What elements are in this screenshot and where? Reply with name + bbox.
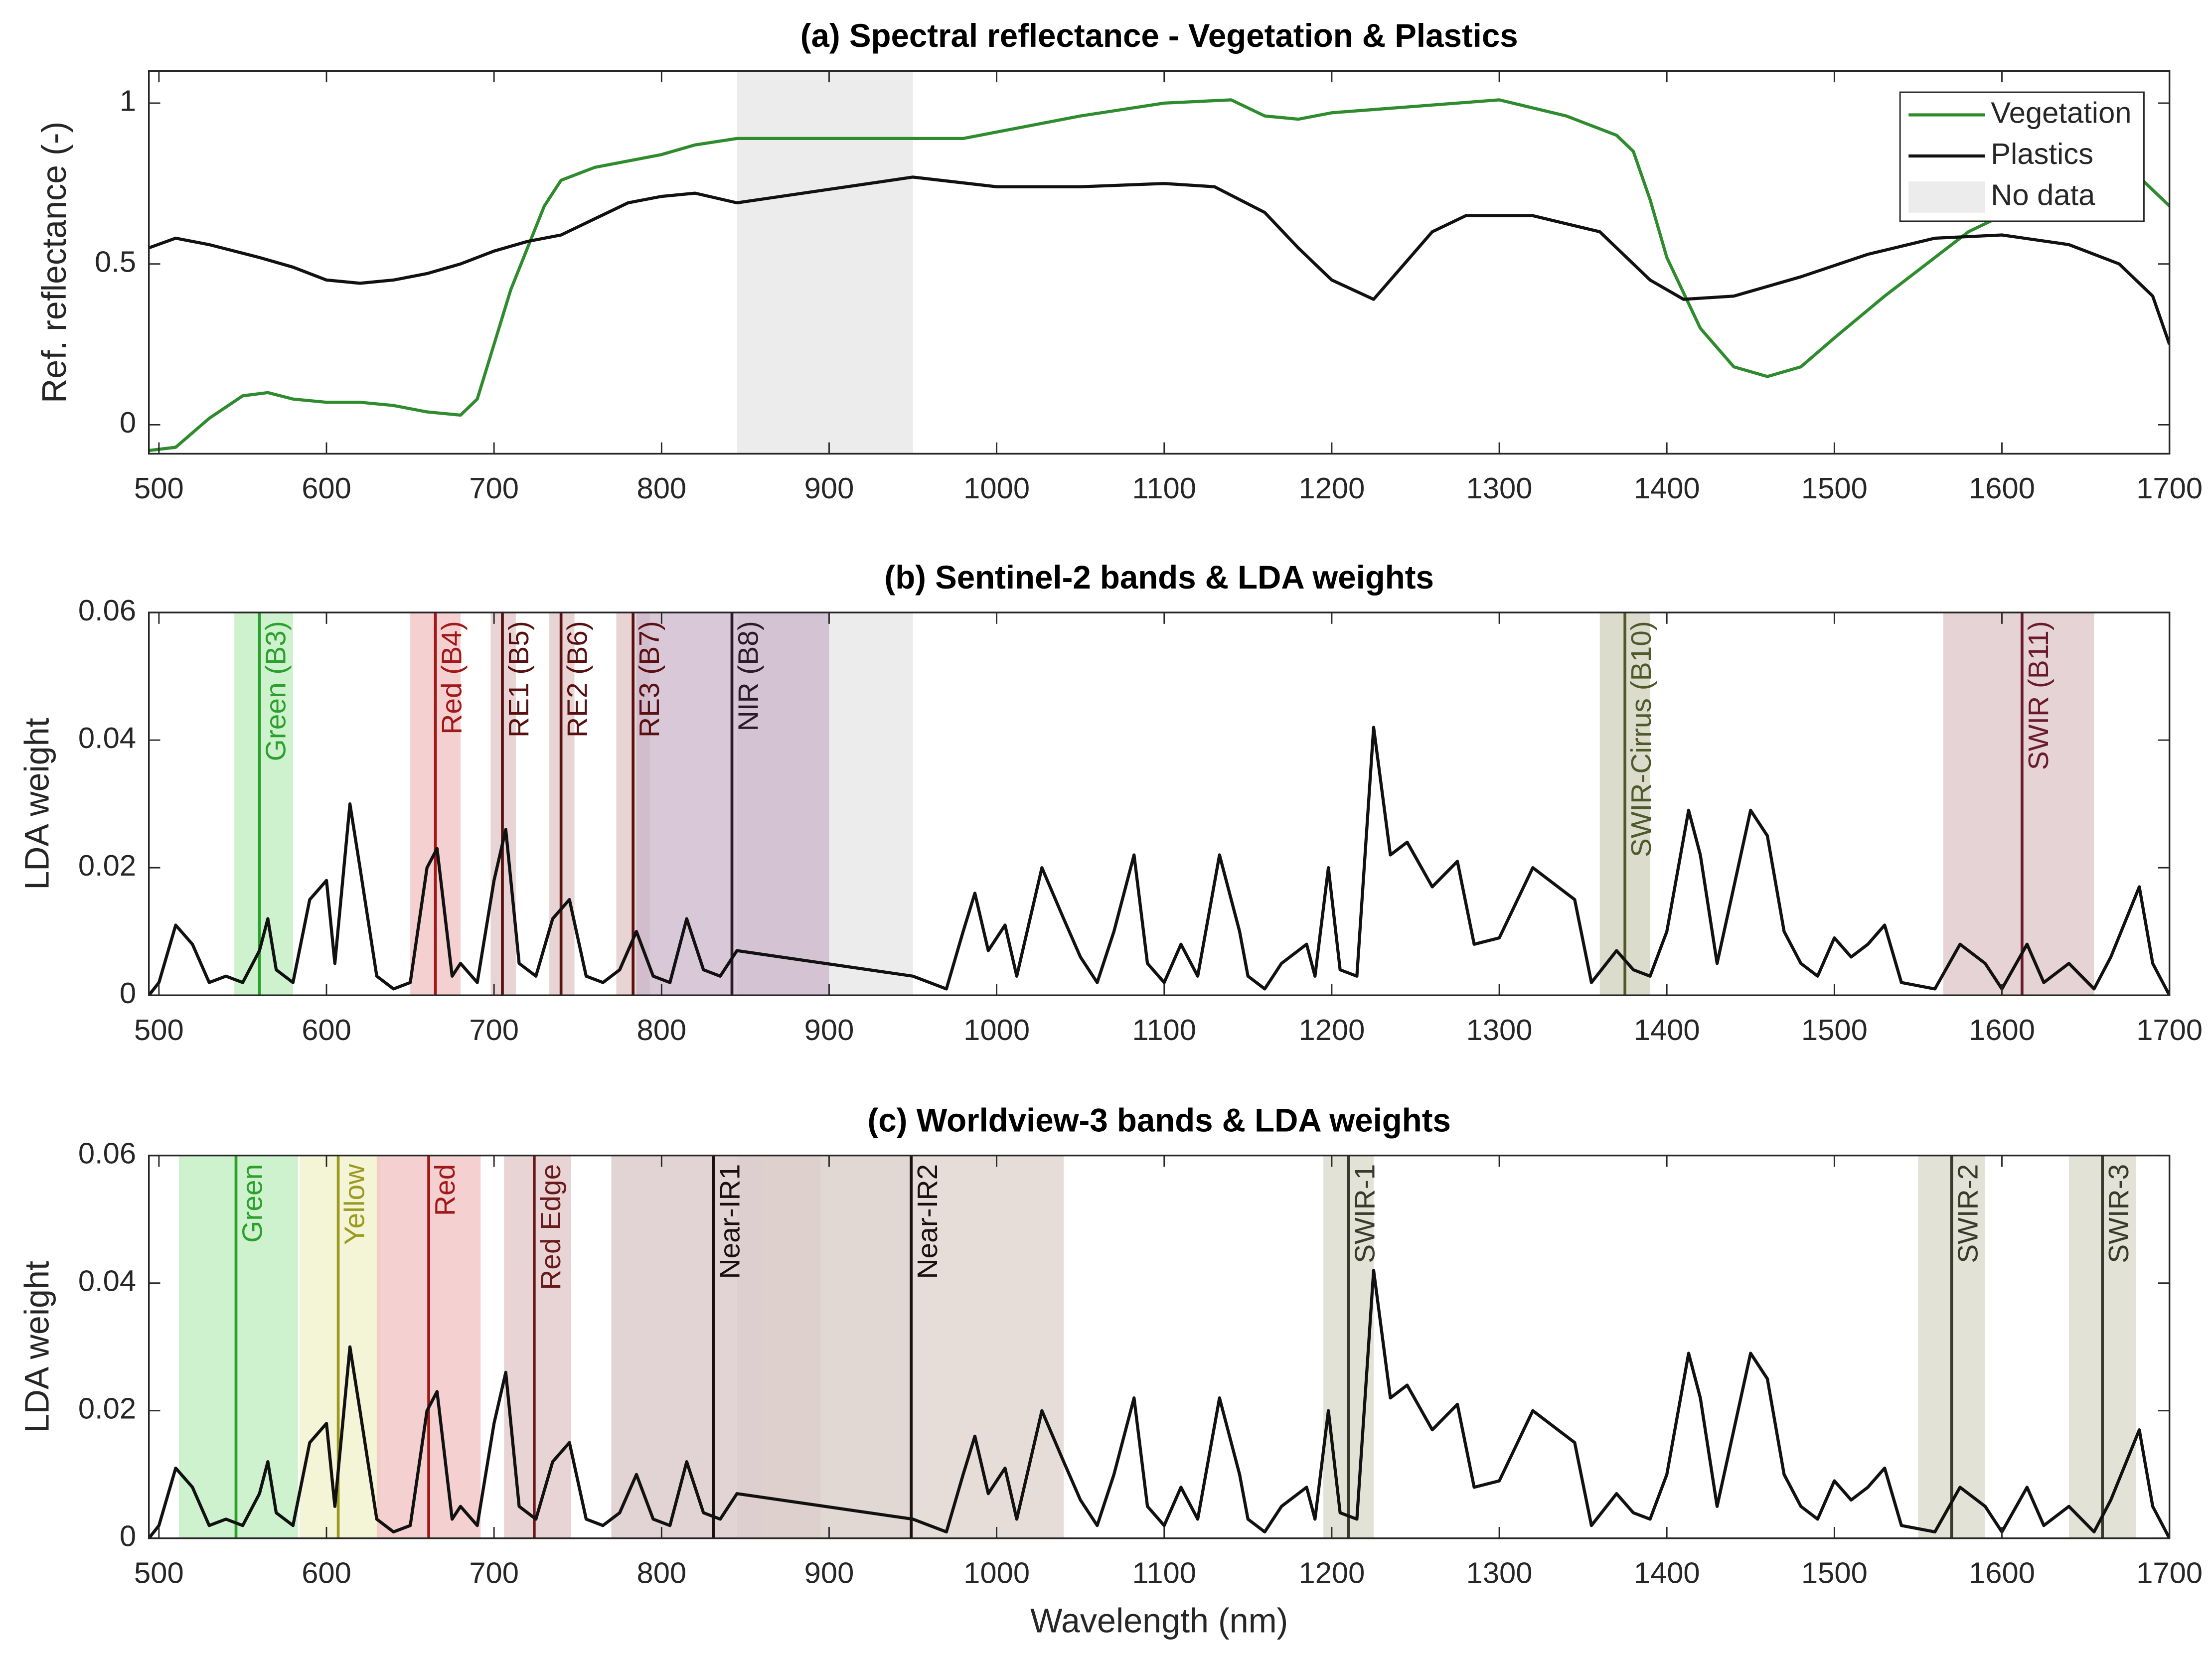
data-line xyxy=(149,1268,2170,1538)
chart-title: (a) Spectral reflectance - Vegetation & … xyxy=(800,17,1518,54)
band-label: RE1 (B5) xyxy=(503,621,535,738)
band-region xyxy=(762,1155,1064,1538)
x-tick-label: 1200 xyxy=(1298,471,1365,505)
y-tick-label: 0.02 xyxy=(78,849,136,882)
plot-area xyxy=(149,71,2170,454)
plot-area xyxy=(149,612,2170,996)
band-label: Red xyxy=(429,1164,461,1216)
legend-label: Vegetation xyxy=(1991,96,2131,129)
data-line xyxy=(149,726,2170,996)
band-region xyxy=(300,1155,380,1538)
y-tick-label: 0.06 xyxy=(78,1136,136,1170)
y-tick-label: 0 xyxy=(120,406,136,439)
x-tick-label: 700 xyxy=(469,1556,519,1590)
x-tick-label: 1300 xyxy=(1466,1556,1533,1590)
band-label: RE2 (B6) xyxy=(562,621,594,738)
x-tick-label: 1000 xyxy=(963,1556,1030,1590)
x-tick-label: 1700 xyxy=(2136,471,2203,505)
x-tick-label: 1500 xyxy=(1801,471,1868,505)
band-label: Near-IR1 xyxy=(714,1164,746,1279)
x-tick-label: 900 xyxy=(804,471,854,505)
x-tick-label: 600 xyxy=(302,1556,351,1590)
legend-label: No data xyxy=(1991,178,2095,211)
y-tick-label: 0.02 xyxy=(78,1392,136,1425)
band-label: Red Edge xyxy=(535,1164,567,1290)
x-tick-label: 500 xyxy=(134,1556,184,1590)
band-label: Red (B4) xyxy=(436,621,468,735)
x-tick-label: 800 xyxy=(636,1556,686,1590)
x-tick-label: 800 xyxy=(636,1013,686,1047)
x-tick-label: 700 xyxy=(469,471,519,505)
axes-box xyxy=(148,611,2171,996)
band-label: SWIR-Cirrus (B10) xyxy=(1625,621,1657,857)
axes-box xyxy=(148,1154,2171,1539)
no-data-region xyxy=(737,71,913,454)
x-tick-label: 500 xyxy=(134,1013,184,1047)
x-tick-label: 1000 xyxy=(963,471,1030,505)
x-tick-label: 1400 xyxy=(1634,1013,1700,1047)
band-label: SWIR-1 xyxy=(1349,1164,1381,1263)
x-tick-label: 1700 xyxy=(2136,1556,2203,1590)
x-tick-label: 1000 xyxy=(963,1013,1030,1047)
x-tick-label: 1100 xyxy=(1132,471,1196,505)
data-line xyxy=(149,98,2170,452)
x-axis-label: Wavelength (nm) xyxy=(1030,1602,1288,1640)
band-label: RE3 (B7) xyxy=(633,621,665,738)
y-axis-label: Ref. reflectance (-) xyxy=(35,122,73,403)
x-tick-label: 900 xyxy=(804,1556,854,1590)
band-label: SWIR-3 xyxy=(2103,1164,2135,1263)
x-tick-label: 700 xyxy=(469,1013,519,1047)
band-label: Green xyxy=(237,1164,269,1243)
legend-swatch xyxy=(1908,181,1985,213)
x-tick-label: 1500 xyxy=(1801,1013,1868,1047)
band-label: Near-IR2 xyxy=(912,1164,944,1279)
band-label: NIR (B8) xyxy=(733,621,765,731)
band-region xyxy=(179,1155,298,1538)
chart-title: (b) Sentinel-2 bands & LDA weights xyxy=(884,559,1434,596)
x-tick-label: 500 xyxy=(134,471,184,505)
x-tick-label: 1500 xyxy=(1801,1556,1868,1590)
x-tick-label: 1600 xyxy=(1969,1556,2035,1590)
x-tick-label: 1100 xyxy=(1132,1013,1196,1047)
y-tick-label: 0.5 xyxy=(95,245,136,278)
x-tick-label: 1100 xyxy=(1132,1556,1196,1590)
band-label: Yellow xyxy=(339,1164,371,1245)
band-region xyxy=(1943,612,2094,996)
chart-title: (c) Worldview-3 bands & LDA weights xyxy=(867,1102,1450,1139)
plot-area xyxy=(149,1155,2170,1538)
y-axis-label: LDA weight xyxy=(18,1261,56,1433)
x-tick-label: 600 xyxy=(302,1013,351,1047)
y-axis-label: LDA weight xyxy=(18,718,56,890)
y-tick-label: 0 xyxy=(120,976,136,1010)
x-tick-label: 600 xyxy=(302,471,351,505)
band-label: SWIR (B11) xyxy=(2023,621,2054,770)
band-label: Green (B3) xyxy=(260,621,292,761)
x-tick-label: 1300 xyxy=(1466,1013,1533,1047)
y-tick-label: 0.06 xyxy=(78,594,136,627)
y-tick-label: 0.04 xyxy=(78,1264,136,1297)
y-tick-label: 1 xyxy=(120,84,136,118)
x-tick-label: 1700 xyxy=(2136,1013,2203,1047)
x-tick-label: 1600 xyxy=(1969,1013,2035,1047)
legend-label: Plastics xyxy=(1991,137,2093,170)
y-tick-label: 0.04 xyxy=(78,721,136,754)
y-tick-label: 0 xyxy=(120,1519,136,1553)
x-tick-label: 1400 xyxy=(1634,471,1700,505)
x-tick-label: 900 xyxy=(804,1013,854,1047)
data-line xyxy=(149,175,2170,345)
x-tick-label: 1300 xyxy=(1466,471,1533,505)
axes-box xyxy=(148,70,2171,455)
band-label: SWIR-2 xyxy=(1952,1164,1984,1263)
x-tick-label: 1200 xyxy=(1298,1013,1365,1047)
x-tick-label: 1400 xyxy=(1634,1556,1700,1590)
x-tick-label: 1200 xyxy=(1298,1556,1365,1590)
x-tick-label: 800 xyxy=(636,471,686,505)
x-tick-label: 1600 xyxy=(1969,471,2035,505)
